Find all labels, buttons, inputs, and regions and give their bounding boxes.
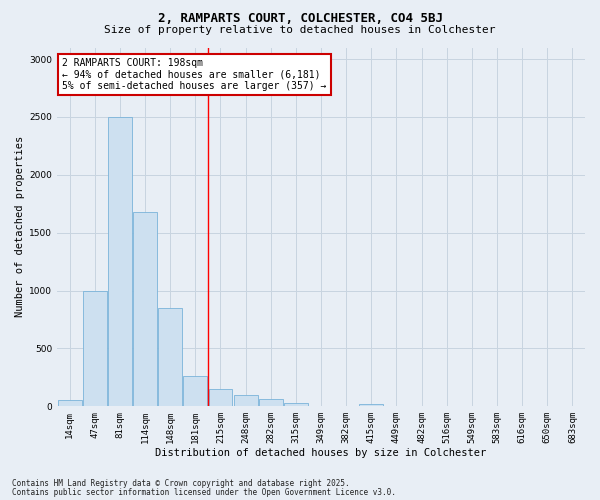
X-axis label: Distribution of detached houses by size in Colchester: Distribution of detached houses by size … [155,448,487,458]
Text: 2, RAMPARTS COURT, COLCHESTER, CO4 5BJ: 2, RAMPARTS COURT, COLCHESTER, CO4 5BJ [157,12,443,26]
Bar [259,400,283,406]
Text: Contains HM Land Registry data © Crown copyright and database right 2025.: Contains HM Land Registry data © Crown c… [12,479,350,488]
Bar [83,290,107,406]
Bar [58,400,82,406]
Bar [133,212,157,406]
Bar [108,117,132,406]
Bar [209,389,232,406]
Bar [359,404,383,406]
Bar [284,403,308,406]
Bar [233,394,257,406]
Bar [184,376,207,406]
Text: Size of property relative to detached houses in Colchester: Size of property relative to detached ho… [104,25,496,35]
Y-axis label: Number of detached properties: Number of detached properties [15,136,25,318]
Text: Contains public sector information licensed under the Open Government Licence v3: Contains public sector information licen… [12,488,396,497]
Text: 2 RAMPARTS COURT: 198sqm
← 94% of detached houses are smaller (6,181)
5% of semi: 2 RAMPARTS COURT: 198sqm ← 94% of detach… [62,58,326,92]
Bar [158,308,182,406]
